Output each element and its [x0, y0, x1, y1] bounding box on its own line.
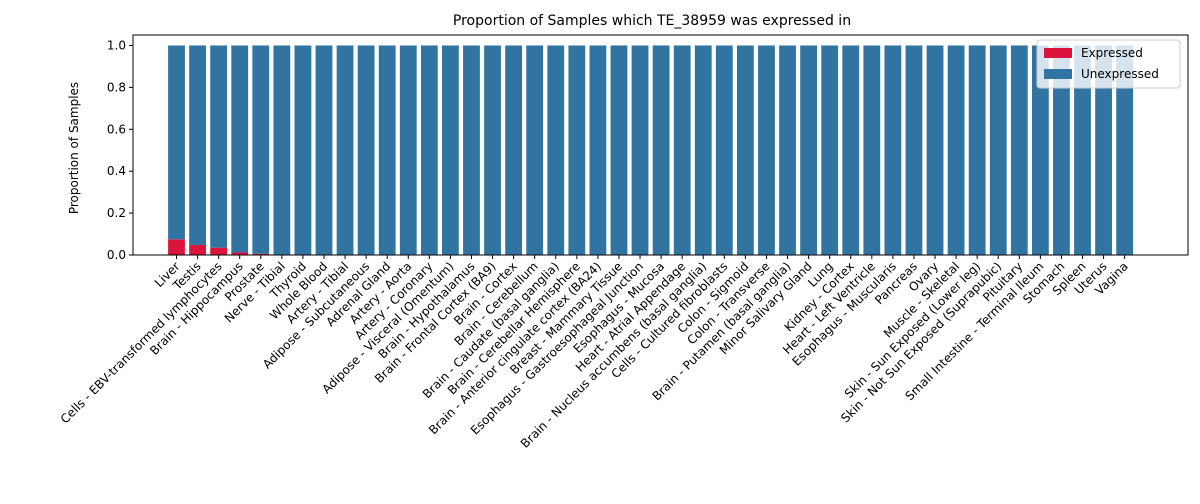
bar-unexpressed-adipose-visceral-omentum — [442, 45, 459, 256]
legend: Expressed Unexpressed — [1036, 39, 1181, 89]
bar-unexpressed-nerve-tibial — [273, 45, 291, 256]
bar-unexpressed-brain-nucleus-accumbens-basal-ganglia — [694, 45, 712, 256]
bar-unexpressed-cells-cultured-fibroblasts — [715, 45, 733, 256]
plot-frame — [132, 34, 1189, 256]
bar-unexpressed-artery-aorta — [399, 45, 417, 256]
bar-unexpressed-esophagus-gastroesophageal-junction — [631, 45, 649, 256]
y-tick-label: 0.6 — [107, 122, 126, 136]
bar-unexpressed-colon-transverse — [758, 45, 775, 256]
bar-unexpressed-adrenal-gland — [378, 45, 396, 256]
bar-unexpressed-spleen — [1074, 45, 1091, 256]
bar-unexpressed-kidney-cortex — [842, 45, 860, 256]
bar-unexpressed-brain-caudate-basal-ganglia — [547, 45, 565, 256]
bar-unexpressed-heart-left-ventricle — [863, 45, 881, 256]
bar-unexpressed-brain-hypothalamus — [463, 45, 480, 256]
bar-unexpressed-cells-ebv-transformed-lymphocytes — [210, 45, 228, 248]
bar-unexpressed-heart-atrial-appendage — [673, 45, 691, 256]
bar-unexpressed-skin-sun-exposed-lower-leg — [968, 45, 986, 256]
y-axis-label: Proportion of Samples — [67, 82, 81, 214]
bar-unexpressed-minor-salivary-gland — [800, 45, 817, 256]
legend-label-unexpressed: Unexpressed — [1081, 67, 1159, 81]
bar-unexpressed-artery-coronary — [420, 45, 438, 256]
bar-unexpressed-pituitary — [1010, 45, 1028, 256]
y-axis: 0.0 0.2 0.4 0.6 0.8 1.0 — [107, 38, 133, 262]
bar-unexpressed-brain-frontal-cortex-ba9 — [484, 45, 501, 256]
bar-unexpressed-ovary — [926, 45, 944, 256]
chart-title: Proportion of Samples which TE_38959 was… — [453, 13, 851, 29]
bar-unexpressed-muscle-skeletal — [947, 45, 965, 256]
bar-unexpressed-lung — [821, 45, 839, 256]
bar-unexpressed-brain-hippocampus — [231, 45, 249, 253]
bar-expressed-cells-ebv-transformed-lymphocytes — [210, 247, 228, 255]
bar-unexpressed-esophagus-mucosa — [652, 45, 670, 256]
bar-unexpressed-vagina — [1116, 45, 1134, 256]
legend-frame — [1036, 39, 1181, 89]
y-tick-label: 0.2 — [107, 206, 126, 220]
legend-label-expressed: Expressed — [1081, 46, 1143, 60]
bar-unexpressed-liver — [168, 45, 185, 240]
bar-unexpressed-pancreas — [905, 45, 923, 256]
legend-swatch-unexpressed — [1044, 69, 1072, 79]
y-tick-label: 1.0 — [107, 38, 126, 52]
legend-swatch-expressed — [1044, 48, 1072, 58]
bar-expressed-brain-hippocampus — [231, 252, 249, 255]
bar-unexpressed-colon-sigmoid — [736, 45, 754, 256]
bar-expressed-testis — [189, 244, 206, 255]
y-tick-label: 0.4 — [107, 164, 126, 178]
bar-unexpressed-skin-not-sun-exposed-suprapubic — [989, 45, 1007, 256]
bar-unexpressed-whole-blood — [315, 45, 333, 256]
bar-unexpressed-artery-tibial — [336, 45, 354, 256]
bar-unexpressed-brain-anterior-cingulate-cortex-ba24 — [589, 45, 607, 256]
bar-unexpressed-testis — [189, 45, 206, 245]
bar-unexpressed-uterus — [1095, 45, 1112, 256]
bar-expressed-prostate — [252, 253, 270, 255]
bars-layer — [168, 45, 1134, 256]
bar-unexpressed-brain-putamen-basal-ganglia — [779, 45, 796, 256]
bar-unexpressed-small-intestine-terminal-ileum — [1031, 45, 1049, 256]
bar-unexpressed-adipose-subcutaneous — [357, 45, 375, 256]
bar-unexpressed-breast-mammary-tissue — [610, 45, 628, 256]
x-tick-label: Cells - EBV-transformed lymphocytes — [58, 259, 225, 426]
bar-unexpressed-brain-cortex — [505, 45, 523, 256]
y-tick-label: 0.0 — [107, 248, 126, 262]
bar-unexpressed-stomach — [1053, 45, 1070, 256]
y-tick-label: 0.8 — [107, 80, 126, 94]
bar-unexpressed-brain-cerebellum — [526, 45, 544, 256]
bar-unexpressed-thyroid — [294, 45, 312, 256]
bar-unexpressed-esophagus-muscularis — [884, 45, 902, 256]
bar-unexpressed-brain-cerebellar-hemisphere — [568, 45, 586, 256]
bar-expressed-liver — [168, 239, 185, 255]
bar-unexpressed-prostate — [252, 45, 270, 254]
